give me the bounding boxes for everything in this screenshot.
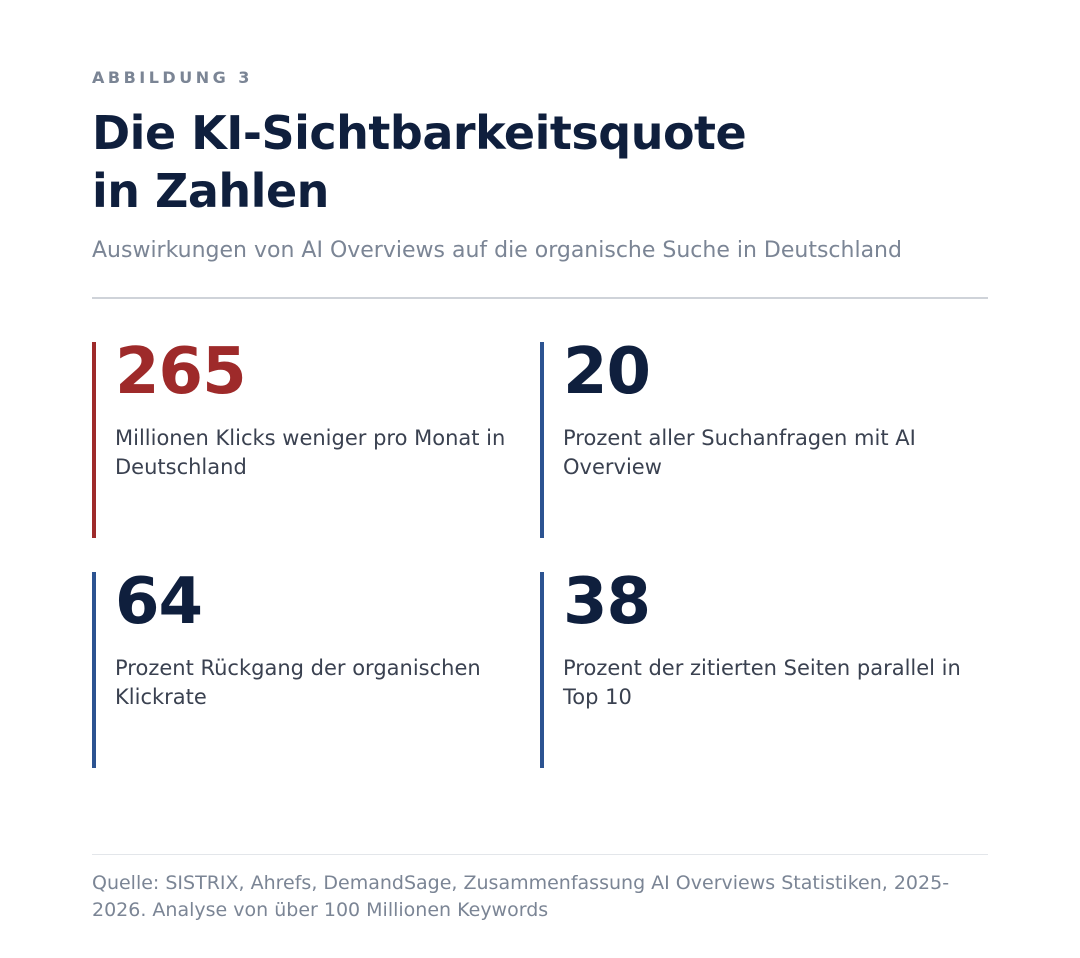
title-line-1: Die KI-Sichtbarkeitsquote (92, 106, 747, 160)
stat-value: 20 (563, 335, 651, 409)
title-line-2: in Zahlen (92, 164, 329, 218)
stat-card-top10: 38 Prozent der zitierten Seiten parallel… (540, 565, 970, 768)
stat-description: Prozent aller Suchanfragen mit AI Overvi… (563, 426, 916, 479)
stat-description: Prozent Rückgang der organischen Klickra… (115, 656, 481, 709)
stat-card-queries: 20 Prozent aller Suchanfragen mit AI Ove… (540, 335, 970, 538)
stat-description: Prozent der zitierten Seiten parallel in… (563, 656, 961, 709)
page-title: Die KI-Sichtbarkeitsquote in Zahlen (92, 104, 992, 220)
stat-value: 38 (563, 565, 651, 639)
stat-card-clicks: 265 Millionen Klicks weniger pro Monat i… (92, 335, 522, 538)
stat-value: 64 (115, 565, 203, 639)
source-note: Quelle: SISTRIX, Ahrefs, DemandSage, Zus… (92, 872, 950, 921)
stat-value: 265 (115, 335, 247, 409)
stat-card-ctr: 64 Prozent Rückgang der organischen Klic… (92, 565, 522, 768)
page-subtitle: Auswirkungen von AI Overviews auf die or… (92, 238, 902, 263)
header-divider (92, 297, 988, 299)
figure-label: ABBILDUNG 3 (92, 68, 253, 87)
footer-divider (92, 854, 988, 855)
stat-description: Millionen Klicks weniger pro Monat in De… (115, 426, 506, 479)
